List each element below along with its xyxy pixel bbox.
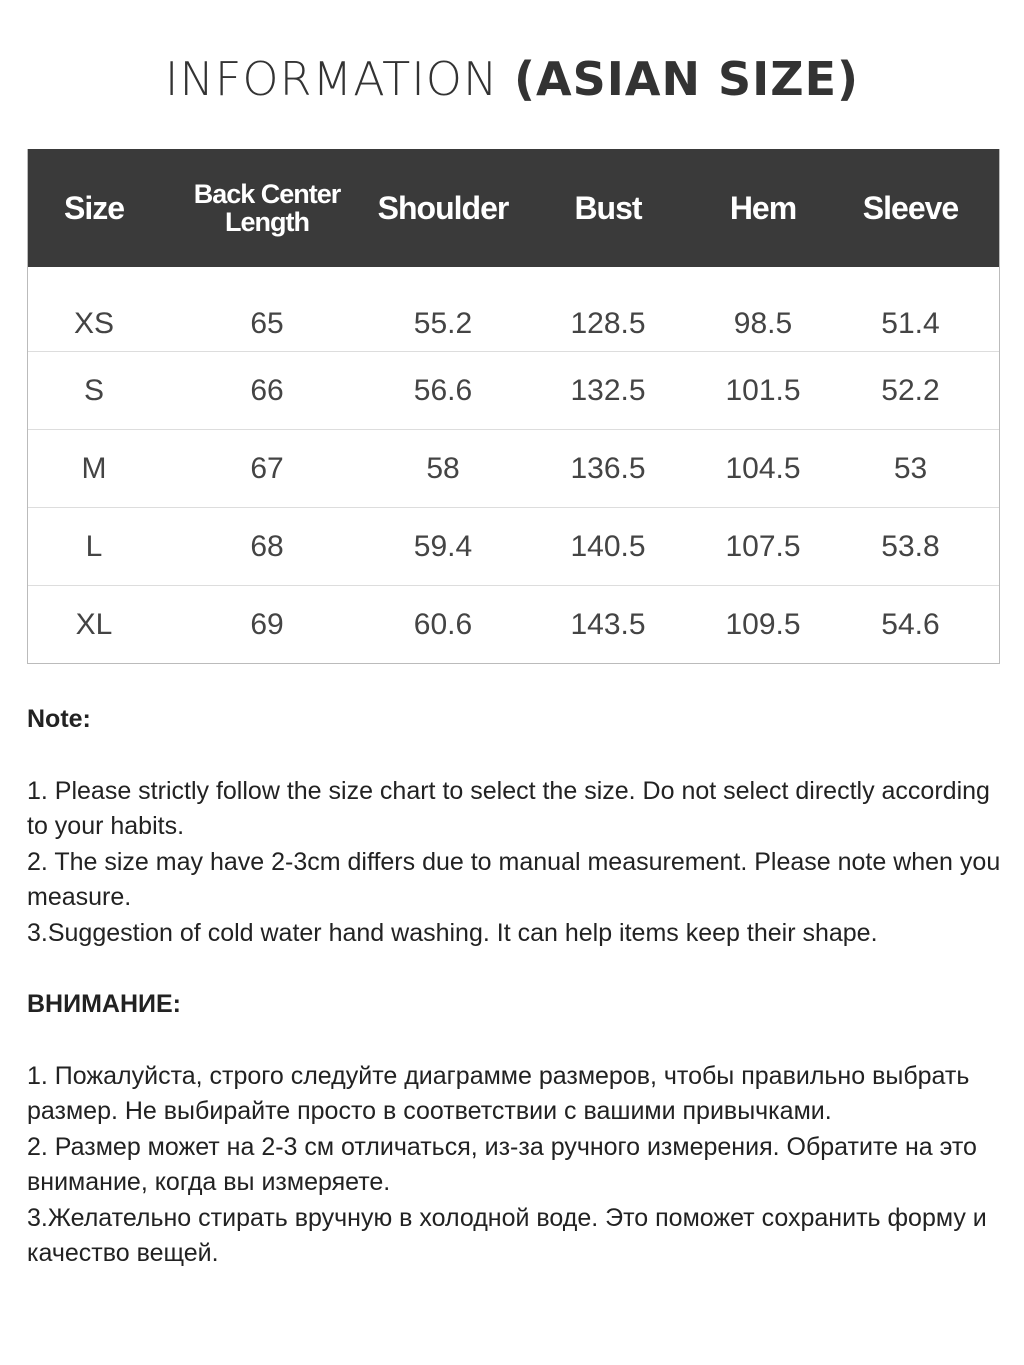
table-cell: 51.4: [881, 307, 940, 340]
table-cell: S: [83, 373, 104, 407]
table-row: S 66 56.6 132.5 101.5 52.2: [28, 352, 999, 430]
note-line: 1. Please strictly follow the size chart…: [27, 776, 990, 841]
title-text: INFORMATION: [164, 52, 499, 106]
table-cell: 56.6: [413, 373, 473, 407]
table-cell: 101.5: [725, 373, 801, 407]
header-bust: Bust: [574, 189, 642, 226]
table-cell: 132.5: [570, 373, 646, 407]
table-header: Size Back Center Length Shoulder Bust He…: [28, 149, 999, 267]
note-line: 2. The size may have 2-3cm differs due t…: [27, 847, 1001, 912]
table-cell: 136.5: [570, 451, 646, 485]
table-cell: 67: [250, 451, 284, 485]
table-row: M 67 58 136.5 104.5 53: [28, 430, 999, 508]
table-cell: L: [85, 529, 103, 563]
table-cell: 107.5: [725, 529, 801, 563]
page-title: INFORMATION (ASIAN SIZE): [0, 52, 1024, 106]
table-cell: 58: [426, 451, 460, 485]
note-heading: Note:: [27, 705, 91, 733]
header-shoulder: Shoulder: [377, 189, 510, 226]
table-cell: 109.5: [725, 607, 801, 641]
table-cell: 140.5: [570, 529, 646, 563]
table-cell: 68: [250, 529, 284, 563]
table-cell: XL: [75, 607, 113, 641]
header-size: Size: [63, 189, 125, 226]
table-row: XS 65 55.2 128.5 98.5 51.4: [28, 267, 999, 352]
title-bold-text: (ASIAN SIZE): [514, 52, 860, 106]
note-ru-line: 1. Пожалуйста, строго следуйте диаграмме…: [27, 1061, 970, 1126]
table-cell: 66: [250, 373, 284, 407]
header-back-center-length: Back Center Length: [193, 179, 342, 237]
table-cell: 65: [250, 307, 284, 340]
note-line: 3.Suggestion of cold water hand washing.…: [27, 918, 878, 947]
note-ru-heading: ВНИМАНИЕ:: [27, 990, 181, 1018]
table-cell: 55.2: [413, 307, 473, 340]
size-table: Size Back Center Length Shoulder Bust He…: [27, 149, 1000, 664]
header-hem: Hem: [729, 189, 797, 226]
table-cell: 53.8: [881, 529, 940, 563]
table-row: XL 69 60.6 143.5 109.5 54.6: [28, 586, 999, 663]
header-sleeve: Sleeve: [862, 189, 959, 226]
table-cell: 143.5: [570, 607, 646, 641]
table-cell: 52.2: [881, 373, 940, 407]
note-ru-line: 2. Размер может на 2-3 см отличаться, из…: [27, 1132, 977, 1197]
table-cell: 59.4: [413, 529, 473, 563]
table-cell: 104.5: [725, 451, 801, 485]
notes-section: Note: 1. Please strictly follow the size…: [27, 702, 1007, 1272]
table-cell: 128.5: [570, 307, 646, 340]
table-cell: 98.5: [733, 307, 793, 340]
table-cell: 69: [250, 607, 284, 641]
table-cell: 54.6: [881, 607, 940, 641]
table-cell: 53: [893, 451, 928, 485]
table-cell: XS: [73, 307, 115, 340]
note-ru-line: 3.Желательно стирать вручную в холодной …: [27, 1203, 987, 1268]
table-cell: 60.6: [413, 607, 473, 641]
table-row: L 68 59.4 140.5 107.5 53.8: [28, 508, 999, 586]
table-cell: M: [81, 451, 107, 485]
